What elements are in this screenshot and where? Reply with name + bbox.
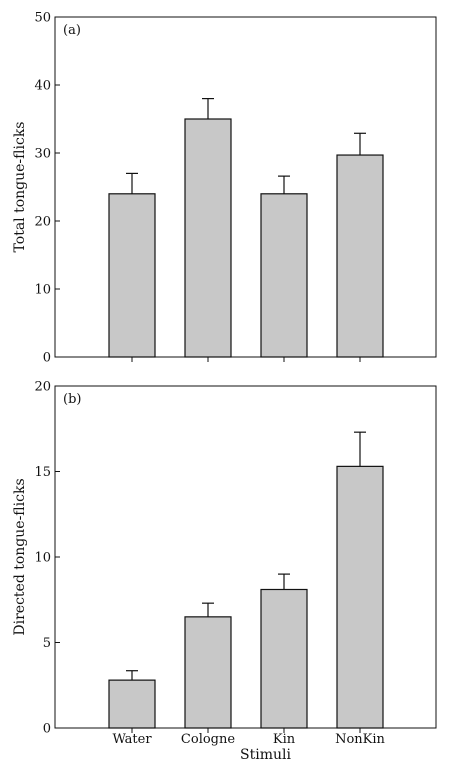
y-tick-label: 30 (34, 147, 51, 162)
bar-kin (260, 193, 308, 358)
y-tick-label: 5 (43, 636, 51, 651)
bar-nonkin (336, 465, 384, 729)
y-tick-label: 0 (43, 351, 51, 366)
y-axis-label: Total tongue-flicks (12, 122, 28, 253)
plot-frame-0 (54, 16, 437, 358)
category-label-nonkin: NonKin (335, 732, 385, 747)
bar-kin (260, 588, 308, 729)
y-axis-label: Directed tongue-flicks (12, 478, 28, 635)
bar-cologne (184, 616, 232, 729)
bar-cologne (184, 118, 232, 358)
bar-nonkin (336, 154, 384, 358)
bar-water (108, 193, 156, 358)
y-tick-label: 50 (34, 11, 51, 26)
x-axis-label: Stimuli (240, 747, 291, 763)
y-tick-label: 20 (34, 215, 51, 230)
panel-label: (a) (63, 23, 81, 38)
y-tick-label: 0 (43, 722, 51, 737)
bar-water (108, 679, 156, 729)
y-tick-label: 40 (34, 79, 51, 94)
y-tick-label: 10 (34, 551, 51, 566)
category-label-cologne: Cologne (181, 732, 235, 747)
panel-label: (b) (63, 392, 81, 407)
y-tick-label: 10 (34, 283, 51, 298)
category-label-kin: Kin (273, 732, 296, 747)
category-label-water: Water (112, 732, 152, 747)
y-tick-label: 15 (34, 465, 51, 480)
y-tick-label: 20 (34, 380, 51, 395)
